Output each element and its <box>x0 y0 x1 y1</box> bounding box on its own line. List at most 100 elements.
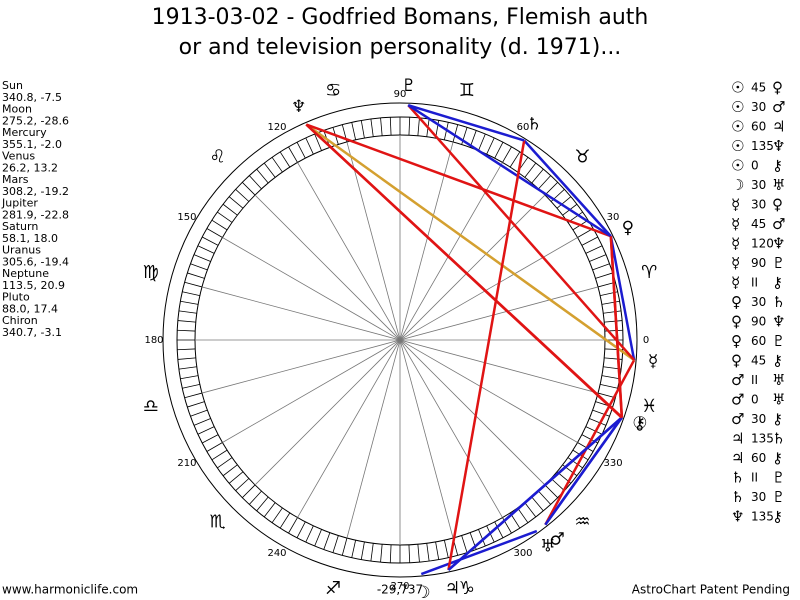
ring-tick <box>177 348 196 351</box>
ring-tick <box>178 310 197 314</box>
ring-tick <box>389 544 392 563</box>
aspect-b: ♆ <box>772 235 785 253</box>
bottom-note: -29,737 <box>377 583 423 597</box>
ring-tick <box>585 245 603 254</box>
aspect-b: ♄ <box>772 293 785 311</box>
ring-tick <box>592 409 610 417</box>
degree-label: 300 <box>513 548 532 559</box>
aspect-angle: 30 <box>751 412 766 426</box>
planet-coords: 275.2, -28.6 <box>2 115 69 128</box>
ring-tick <box>351 122 357 140</box>
ring-tick <box>452 124 459 143</box>
ring-tick <box>288 517 298 534</box>
planet-coords: 340.7, -3.1 <box>2 326 62 339</box>
aspect-line <box>544 416 623 526</box>
ring-tick <box>600 383 618 389</box>
ring-tick <box>184 392 203 399</box>
aspect-b: ♂ <box>772 98 785 116</box>
aspect-b: ⚷ <box>772 352 783 370</box>
planet-name: Mars <box>2 173 29 186</box>
ring-tick <box>494 521 504 538</box>
planet-glyph: ♄ <box>527 114 542 134</box>
aspect-angle: 135 <box>751 139 774 153</box>
sign-glyph: ♉ <box>574 147 590 168</box>
aspect-b: ⚷ <box>772 449 783 467</box>
aspect-b: ⚷ <box>772 508 783 526</box>
aspect-line <box>305 123 623 419</box>
aspect-a: ♀ <box>731 293 742 311</box>
aspect-a: ♂ <box>731 391 744 409</box>
planet-name: Moon <box>2 103 32 116</box>
ring-tick <box>190 263 208 271</box>
aspect-angle: 120 <box>751 237 774 251</box>
degree-label: 0 <box>643 335 649 346</box>
ring-tick <box>524 502 537 518</box>
ring-tick <box>193 254 211 262</box>
ring-tick <box>601 375 620 380</box>
aspect-b: ♇ <box>772 469 785 487</box>
ring-tick <box>417 544 420 563</box>
planet-name: Jupiter <box>1 197 38 210</box>
aspect-a: ☉ <box>731 98 744 116</box>
ring-tick <box>222 203 238 216</box>
aspect-b: ♂ <box>772 215 785 233</box>
aspect-angle: II <box>751 276 758 290</box>
ring-tick <box>556 196 572 209</box>
aspect-a: ☿ <box>731 235 740 253</box>
title-line: or and television personality (d. 1971).… <box>179 35 622 60</box>
ring-tick <box>517 507 529 523</box>
aspect-angle: 30 <box>751 490 766 504</box>
ring-tick <box>235 189 250 202</box>
ring-tick <box>256 496 269 512</box>
aspect-angle: 30 <box>751 178 766 192</box>
ring-tick <box>443 540 449 558</box>
outer-circle <box>162 102 638 578</box>
degree-label: 270 <box>390 581 409 592</box>
aspect-angle: 45 <box>751 81 766 95</box>
aspect-a: ☿ <box>731 274 740 292</box>
aspect-b: ♇ <box>772 254 785 272</box>
ring-tick <box>603 310 622 314</box>
ring-tick <box>217 211 233 223</box>
ring-tick <box>187 401 205 408</box>
aspect-angle: 30 <box>751 198 766 212</box>
aspect-line <box>420 529 538 576</box>
aspect-a: ☉ <box>731 118 744 136</box>
ring-tick <box>211 219 228 231</box>
aspect-a: ☽ <box>731 176 744 194</box>
ring-tick <box>538 490 551 505</box>
aspect-a: ☿ <box>731 196 740 214</box>
planet-coords: 355.1, -2.0 <box>2 138 62 151</box>
aspect-line <box>305 123 635 362</box>
title-line: 1913-03-02 - Godfried Bomans, Flemish au… <box>152 5 649 30</box>
sign-glyph: ♑ <box>459 578 475 599</box>
aspect-b: ⚷ <box>772 157 783 175</box>
degree-label: 90 <box>394 89 407 100</box>
planet-coords: 26.2, 13.2 <box>2 162 58 175</box>
ring-tick <box>217 457 233 469</box>
planet-glyph: ♅ <box>540 537 555 557</box>
aspect-line <box>407 104 612 238</box>
aspect-angle: 60 <box>751 334 766 348</box>
sign-glyph: ♎ <box>143 396 159 417</box>
sign-glyph: ♈ <box>641 262 657 283</box>
ring-tick <box>177 320 196 323</box>
aspect-b: ♆ <box>772 313 785 331</box>
aspect-b: ♇ <box>772 488 785 506</box>
aspect-b: ♀ <box>772 196 783 214</box>
aspect-a: ♀ <box>731 352 742 370</box>
ring-tick <box>288 146 298 163</box>
planet-glyph: ⚷ <box>633 414 645 434</box>
ring-tick <box>271 157 283 173</box>
planet-name: Neptune <box>2 267 49 280</box>
sign-glyph: ♍ <box>143 262 159 283</box>
ring-tick <box>332 535 339 553</box>
ring-tick <box>228 196 244 209</box>
planet-name: Sun <box>2 79 23 92</box>
planet-glyph: ♇ <box>401 76 416 96</box>
aspect-a: ♄ <box>731 488 744 506</box>
ring-tick <box>592 263 610 271</box>
ring-tick <box>478 529 486 547</box>
aspect-line <box>447 140 526 571</box>
sign-glyph: ♏ <box>209 511 225 532</box>
